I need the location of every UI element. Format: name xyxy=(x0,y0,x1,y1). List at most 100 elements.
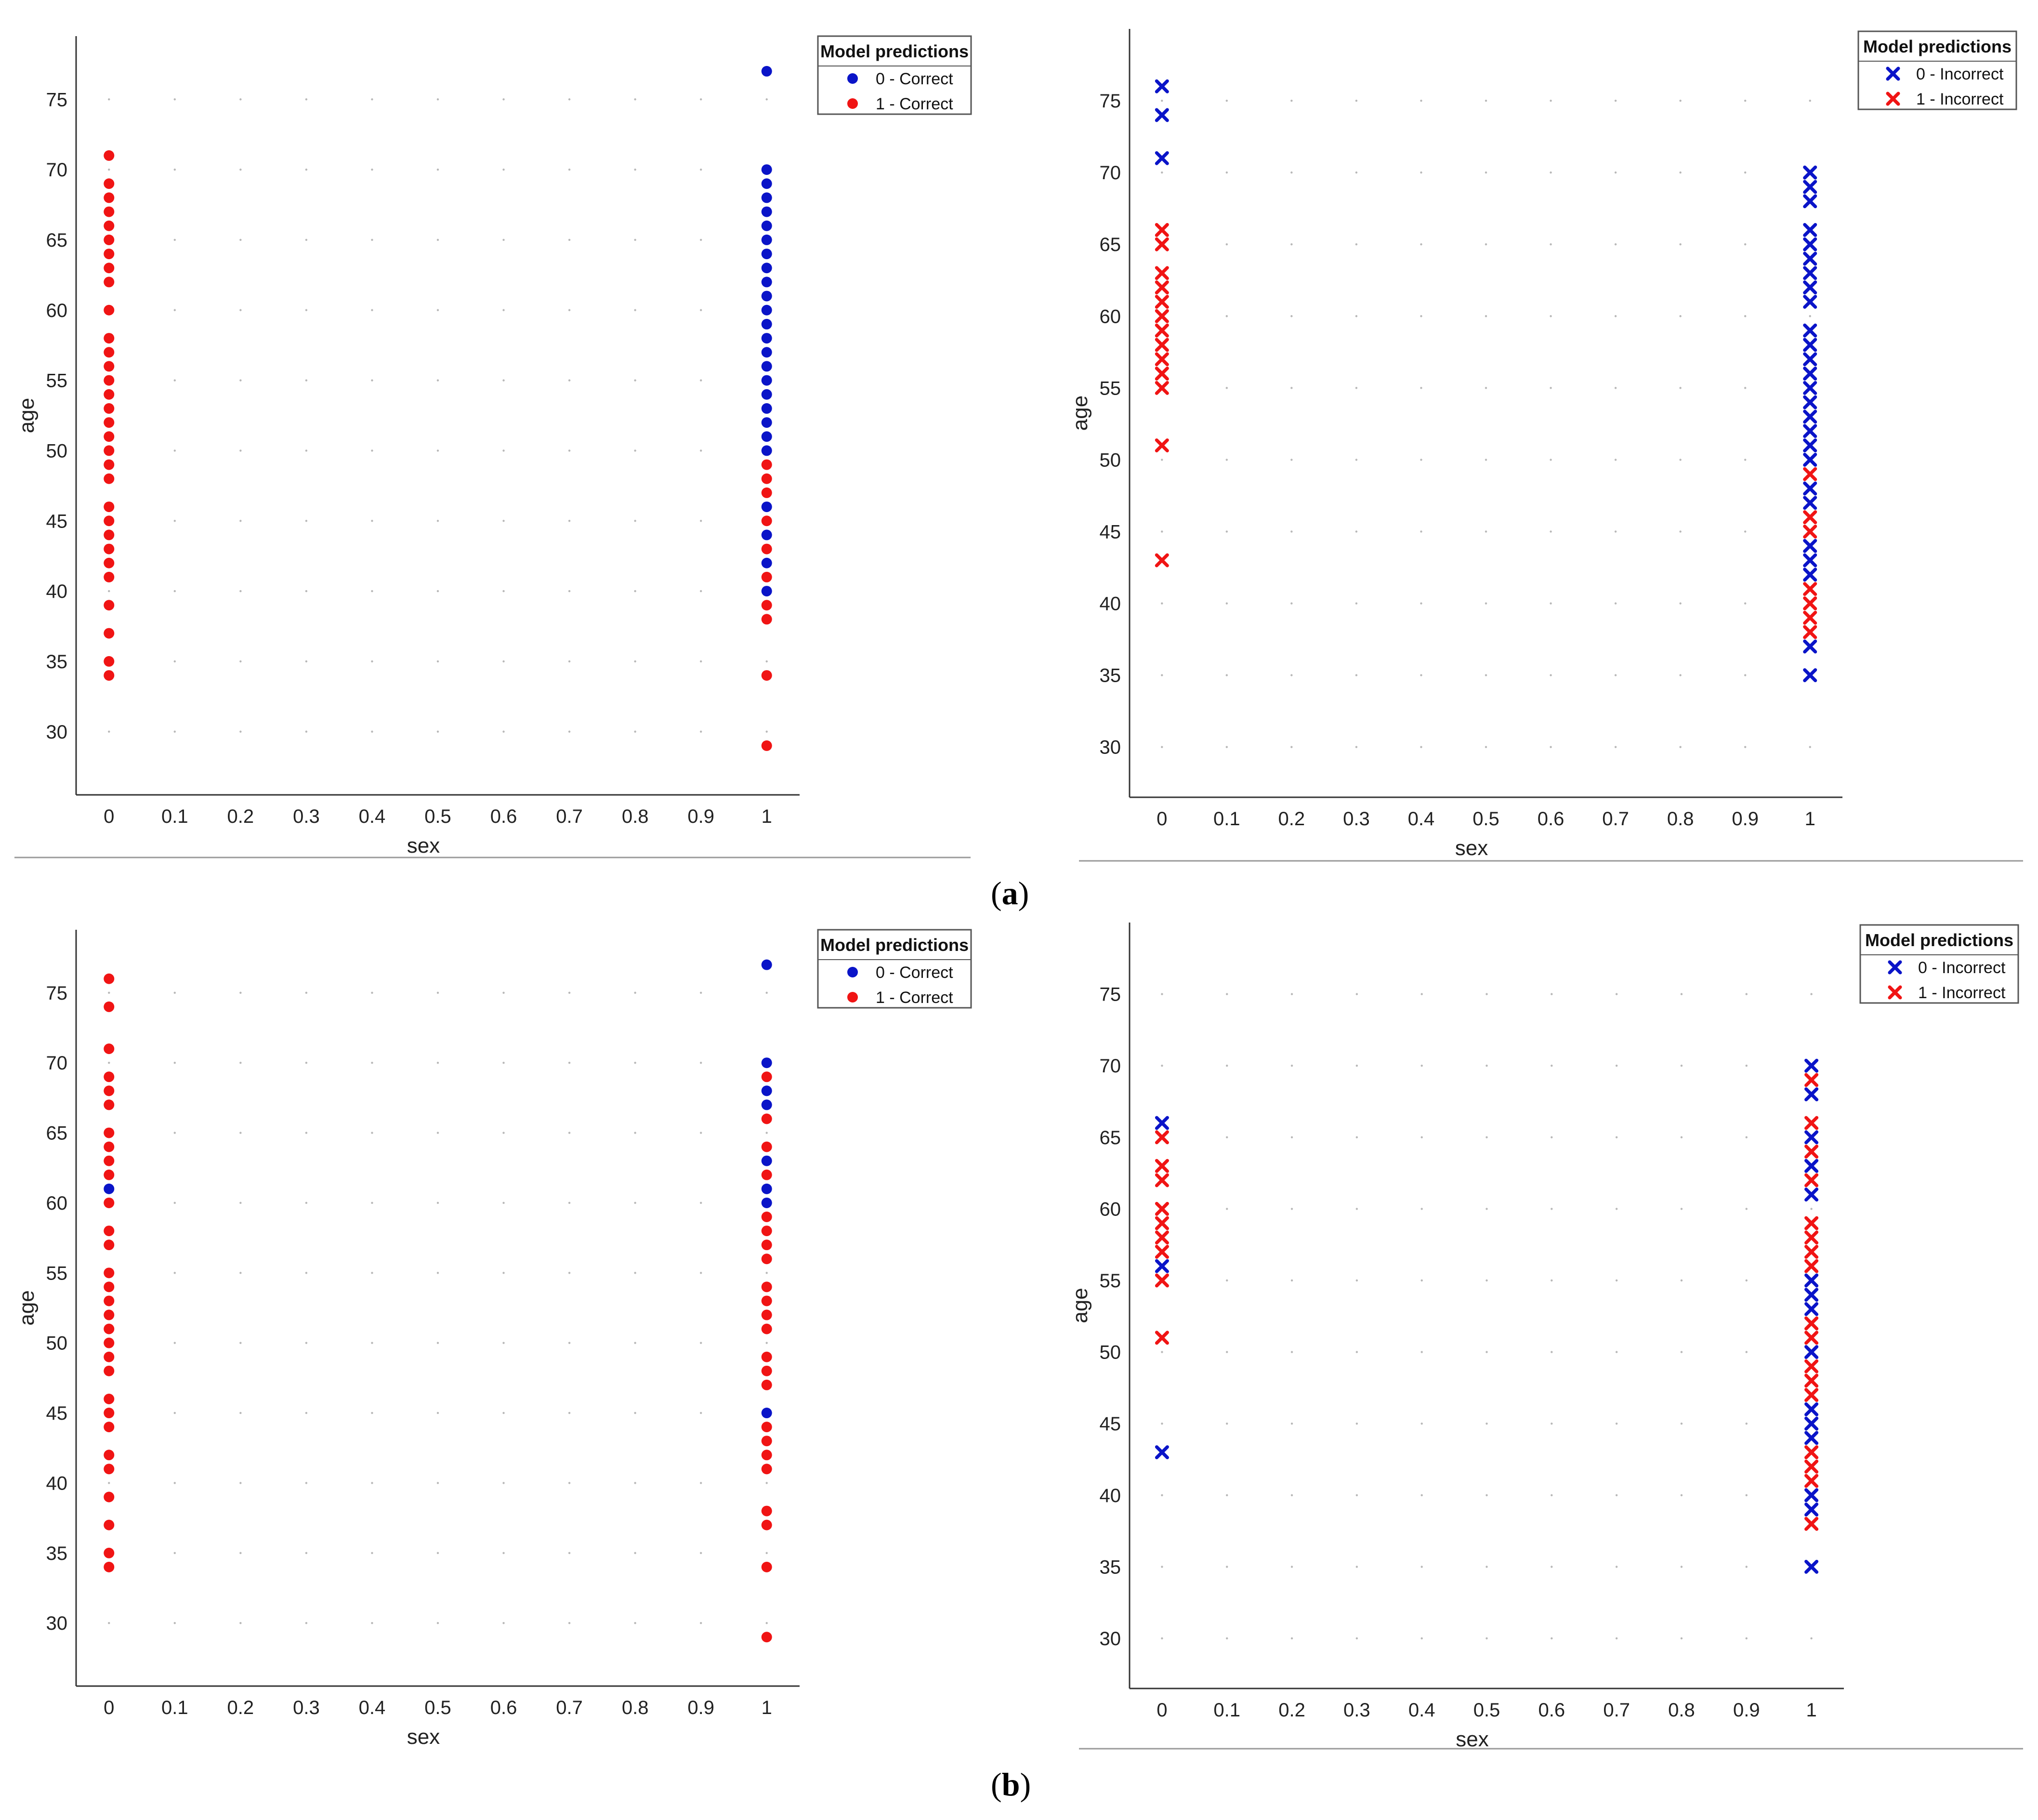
grid-dot xyxy=(1745,1351,1748,1353)
grid-dot xyxy=(765,1622,768,1624)
grid-dot xyxy=(568,309,571,311)
y-tick-label: 50 xyxy=(1100,1342,1121,1363)
data-point xyxy=(1155,1273,1169,1288)
x-axis-label: sex xyxy=(1455,836,1488,860)
grid-dot xyxy=(1290,602,1293,605)
grid-dot xyxy=(699,1201,702,1204)
y-tick-label: 45 xyxy=(46,511,68,532)
grid-dot xyxy=(1420,1279,1423,1282)
data-point xyxy=(1155,280,1169,295)
data-point xyxy=(1803,251,1817,266)
legend-marker xyxy=(1886,92,1900,106)
grid-dot xyxy=(699,1062,702,1064)
grid-dot xyxy=(108,1062,110,1064)
data-point xyxy=(104,529,115,541)
legend-entry: 1 - Correct xyxy=(876,95,953,113)
grid-dot xyxy=(108,991,110,994)
grid-dot xyxy=(173,309,176,311)
grid-dot xyxy=(568,238,571,241)
grid-dot xyxy=(1486,1136,1488,1138)
y-axis-label: age xyxy=(1068,396,1092,431)
grid-dot xyxy=(699,730,702,733)
grid-dot xyxy=(173,520,176,522)
data-point xyxy=(761,277,772,288)
data-point xyxy=(1155,1230,1169,1245)
data-point xyxy=(761,487,772,498)
grid-dot xyxy=(699,379,702,382)
grid-dot xyxy=(1679,674,1682,676)
data-point xyxy=(761,614,772,625)
grid-dot xyxy=(436,1132,439,1134)
grid-dot xyxy=(1614,459,1617,461)
data-point xyxy=(1803,409,1817,424)
grid-dot xyxy=(1485,602,1487,605)
y-tick-label: 40 xyxy=(46,1473,68,1494)
data-point xyxy=(761,164,772,175)
data-points xyxy=(1155,1058,1819,1574)
data-point xyxy=(1155,1445,1169,1460)
data-point xyxy=(104,389,115,400)
grid-dot xyxy=(239,991,242,994)
x-tick-label: 0.5 xyxy=(424,806,451,827)
data-point xyxy=(1803,352,1817,367)
grid-dot xyxy=(634,1622,636,1624)
data-point xyxy=(761,1450,772,1461)
x-tick-label: 0 xyxy=(1157,808,1167,830)
grid-dot xyxy=(1551,1351,1553,1353)
data-point xyxy=(1803,553,1817,567)
grid-dot xyxy=(1615,1637,1618,1640)
caption-b: (b) xyxy=(991,1766,1031,1803)
y-tick-label: 40 xyxy=(1100,1485,1121,1506)
grid-dot xyxy=(634,379,636,382)
grid-dot xyxy=(1226,1064,1228,1067)
grid-dot xyxy=(1290,1279,1293,1282)
data-point xyxy=(1155,1259,1169,1273)
x-tick-label: 0.3 xyxy=(1343,808,1370,830)
grid-dot xyxy=(1226,1637,1228,1640)
data-point xyxy=(761,1253,772,1265)
y-tick-label: 75 xyxy=(1100,91,1121,112)
grid-dot xyxy=(502,449,505,452)
data-point xyxy=(761,234,772,245)
grid-dot xyxy=(765,1552,768,1554)
grid-dot xyxy=(436,379,439,382)
data-point xyxy=(1804,1145,1819,1159)
data-point xyxy=(1155,309,1169,323)
data-point xyxy=(1803,596,1817,611)
grid-dot xyxy=(239,1482,242,1484)
grid-dot xyxy=(634,660,636,663)
grid-dot xyxy=(1355,459,1358,461)
grid-dot xyxy=(1420,387,1422,389)
x-tick-label: 0.6 xyxy=(1538,1700,1565,1721)
data-point xyxy=(761,417,772,428)
data-point xyxy=(1155,338,1169,352)
x-tick-label: 0.6 xyxy=(1538,808,1565,830)
grid-dot xyxy=(371,590,373,593)
data-point xyxy=(1804,1116,1819,1130)
grid-dot xyxy=(1745,1637,1748,1640)
grid-dot xyxy=(634,168,636,171)
grid-dot xyxy=(173,590,176,593)
grid-dot xyxy=(436,309,439,311)
grid-dot xyxy=(699,1552,702,1554)
y-tick-label: 35 xyxy=(1100,1556,1121,1578)
data-point xyxy=(104,1085,115,1096)
data-point xyxy=(104,1491,115,1503)
grid-dot xyxy=(436,991,439,994)
grid-dot xyxy=(699,98,702,101)
x-tick-label: 1 xyxy=(762,806,772,827)
grid-dot xyxy=(1680,1494,1683,1496)
grid-dot xyxy=(239,1062,242,1064)
data-point xyxy=(1803,452,1817,467)
data-point xyxy=(1155,266,1169,280)
x-tick-label: 0.6 xyxy=(490,1697,517,1718)
grid-dot xyxy=(1551,1494,1553,1496)
grid-dot xyxy=(502,168,505,171)
grid-dot xyxy=(305,1132,308,1134)
data-point xyxy=(104,1001,115,1012)
data-point xyxy=(104,375,115,386)
grid-dot xyxy=(502,1272,505,1274)
data-point xyxy=(761,206,772,217)
grid-dot xyxy=(1290,1351,1293,1353)
grid-dot xyxy=(1290,1208,1293,1210)
